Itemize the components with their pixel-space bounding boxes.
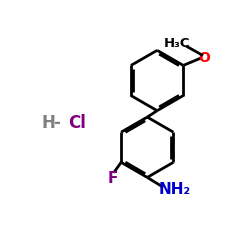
Text: F: F <box>107 171 118 186</box>
Text: H: H <box>42 114 56 132</box>
Text: O: O <box>198 50 210 64</box>
Text: NH₂: NH₂ <box>159 182 191 197</box>
Text: Cl: Cl <box>68 114 86 132</box>
Text: H₃C: H₃C <box>164 37 190 50</box>
Text: -: - <box>54 114 60 132</box>
